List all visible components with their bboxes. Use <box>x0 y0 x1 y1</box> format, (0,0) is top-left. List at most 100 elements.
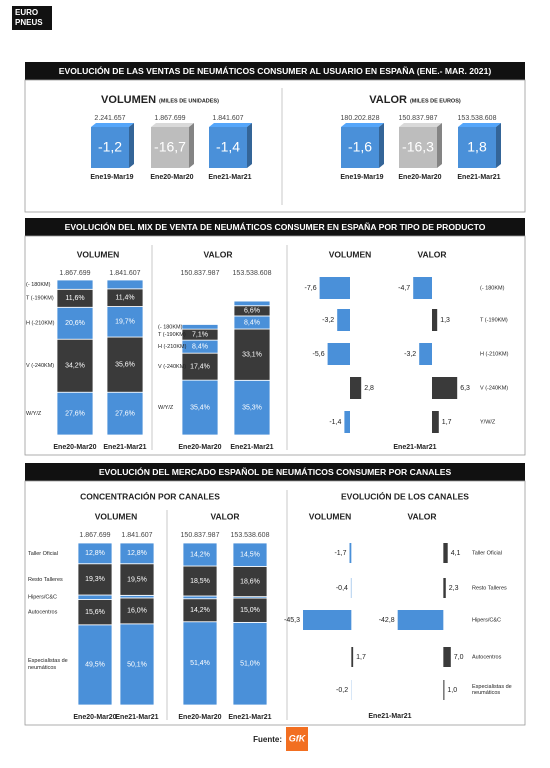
segment-name: T (-190KM) <box>158 332 186 338</box>
segment-label: 18,5% <box>190 578 210 585</box>
segment-label: 14,2% <box>190 607 210 614</box>
bar-segment <box>56 279 94 290</box>
bar-segment <box>182 595 218 600</box>
value-label: 4,1 <box>451 550 461 557</box>
value-label: 1,3 <box>440 317 450 324</box>
bar-segment <box>77 624 113 706</box>
segment-name: W/Y/Z <box>26 411 42 417</box>
segment-name: V (-240KM) <box>158 364 186 370</box>
value-label: 7,0 <box>454 654 464 661</box>
section-header <box>25 62 525 80</box>
bar-segment <box>182 621 218 706</box>
segment-name: Hipers/C&C <box>28 595 57 601</box>
segment-label: 6,6% <box>244 308 260 315</box>
bar <box>327 343 350 365</box>
segment-name: T (-190KM) <box>26 296 54 302</box>
category-label: Especialistas de neumáticos <box>472 683 512 697</box>
chart-title: VALOR <box>369 94 407 106</box>
category-label-box: Especialistas de neumáticos <box>472 683 512 697</box>
total-label: 1.867.699 <box>154 115 185 122</box>
bar <box>443 578 446 598</box>
source-logo: GfK <box>289 733 307 743</box>
segment-label: 18,6% <box>240 578 260 585</box>
bar <box>443 680 445 700</box>
segment-label: 12,8% <box>85 550 105 557</box>
segment-label: 16,0% <box>127 608 147 615</box>
value-label: -0,4 <box>336 585 348 592</box>
bar <box>349 543 352 563</box>
bar <box>351 647 354 667</box>
tile-side <box>129 123 134 168</box>
bar <box>432 411 439 433</box>
segment-label: 19,7% <box>115 319 135 326</box>
bar <box>443 543 448 563</box>
tile-top <box>458 123 501 127</box>
value-label: 6,3 <box>460 385 470 392</box>
tile-side <box>496 123 501 168</box>
chart-title: VOLUMEN <box>101 94 156 106</box>
tile <box>458 127 496 168</box>
bar-segment <box>56 306 94 340</box>
bar <box>419 343 432 365</box>
value-label: -1,7 <box>334 550 346 557</box>
bar <box>303 610 352 630</box>
bar-segment <box>77 594 113 600</box>
segment-label: 14,5% <box>240 552 260 559</box>
value-label: 2,3 <box>449 585 459 592</box>
bar-segment <box>181 352 219 381</box>
bar-segment <box>106 336 144 393</box>
segment-name: W/Y/Z <box>158 405 174 411</box>
bar-segment <box>106 306 144 338</box>
segment-name: H (-210KM) <box>158 344 187 350</box>
x-tick-label: Ene21-Mar21 <box>230 444 273 451</box>
tile <box>151 127 189 168</box>
total-label: 153.538.608 <box>233 270 272 277</box>
category-label: Autocentros <box>472 654 502 660</box>
panel-title: VOLUMEN <box>95 511 138 521</box>
segment-label: 15,0% <box>240 607 260 614</box>
x-tick-label: Ene21-Mar21 <box>115 714 158 721</box>
bar-segment <box>106 279 144 290</box>
x-tick-label: Ene20-Mar20 <box>53 444 96 451</box>
segment-label: 11,6% <box>65 295 84 302</box>
segment-label: 14,2% <box>190 551 210 558</box>
tile-top <box>399 123 442 127</box>
value-label: -3,2 <box>322 317 334 324</box>
segment-label: 35,3% <box>242 404 262 411</box>
bar <box>344 411 350 433</box>
bar-segment <box>77 542 113 565</box>
segment-label: 15,6% <box>85 609 105 616</box>
bar-segment <box>232 621 268 706</box>
brand-line: EURO <box>15 8 38 17</box>
chart-title: VOLUMEN <box>77 249 120 259</box>
bar-segment <box>119 542 155 565</box>
segment-label: 51,4% <box>190 660 210 667</box>
bar-segment <box>232 566 268 598</box>
section-frame <box>24 480 526 726</box>
x-tick-label: Ene21-Mar21 <box>457 174 500 181</box>
tile-side <box>247 123 252 168</box>
tile <box>399 127 437 168</box>
segment-name: Autocentros <box>28 610 58 616</box>
tile <box>209 127 247 168</box>
tile-side <box>379 123 384 168</box>
bar-segment <box>181 324 219 330</box>
segment-label: 20,6% <box>65 320 85 327</box>
bar-segment <box>182 565 218 597</box>
segment-label: 50,1% <box>127 661 147 668</box>
value-label: -0,2 <box>336 687 348 694</box>
bar-segment <box>232 597 268 623</box>
bar-segment <box>233 300 271 307</box>
bar <box>443 647 451 667</box>
total-label: 1.867.699 <box>79 532 110 539</box>
category-label: T (-190KM) <box>480 317 508 323</box>
segment-label: 27,6% <box>65 410 85 417</box>
brand-line: PNEUS <box>15 18 43 27</box>
segment-label: 12,8% <box>127 550 147 557</box>
tile-label: 1,8 <box>467 139 487 155</box>
tile <box>341 127 379 168</box>
chart-title: VALOR <box>203 249 232 259</box>
bar <box>432 309 438 331</box>
x-tick-label: Ene19-Mar19 <box>340 174 383 181</box>
segment-name: H (-210KM) <box>26 321 55 327</box>
